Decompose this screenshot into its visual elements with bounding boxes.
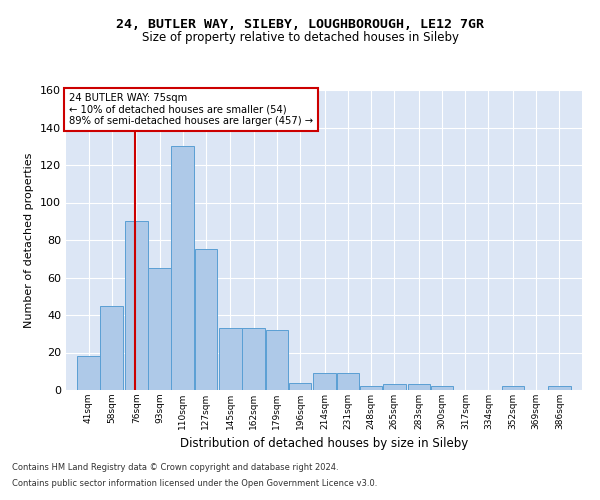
Bar (219, 328, 242, 390)
Bar (100, 306, 123, 390)
Bar (548, 386, 571, 390)
Bar (502, 386, 524, 390)
Bar (407, 384, 430, 390)
Bar (383, 384, 406, 390)
Text: Size of property relative to detached houses in Sileby: Size of property relative to detached ho… (142, 31, 458, 44)
Bar (148, 268, 171, 390)
X-axis label: Distribution of detached houses by size in Sileby: Distribution of detached houses by size … (180, 438, 468, 450)
Bar (172, 146, 194, 390)
Bar (77, 356, 100, 390)
Text: Contains public sector information licensed under the Open Government Licence v3: Contains public sector information licen… (12, 478, 377, 488)
Bar (125, 221, 148, 390)
Text: 24 BUTLER WAY: 75sqm
← 10% of detached houses are smaller (54)
89% of semi-detac: 24 BUTLER WAY: 75sqm ← 10% of detached h… (68, 93, 313, 126)
Bar (194, 250, 217, 390)
Bar (266, 330, 288, 390)
Bar (337, 373, 359, 390)
Bar (313, 373, 336, 390)
Y-axis label: Number of detached properties: Number of detached properties (25, 152, 34, 328)
Bar (431, 386, 454, 390)
Bar (360, 386, 382, 390)
Bar (289, 382, 311, 390)
Text: Contains HM Land Registry data © Crown copyright and database right 2024.: Contains HM Land Registry data © Crown c… (12, 464, 338, 472)
Text: 24, BUTLER WAY, SILEBY, LOUGHBOROUGH, LE12 7GR: 24, BUTLER WAY, SILEBY, LOUGHBOROUGH, LE… (116, 18, 484, 30)
Bar (242, 328, 265, 390)
